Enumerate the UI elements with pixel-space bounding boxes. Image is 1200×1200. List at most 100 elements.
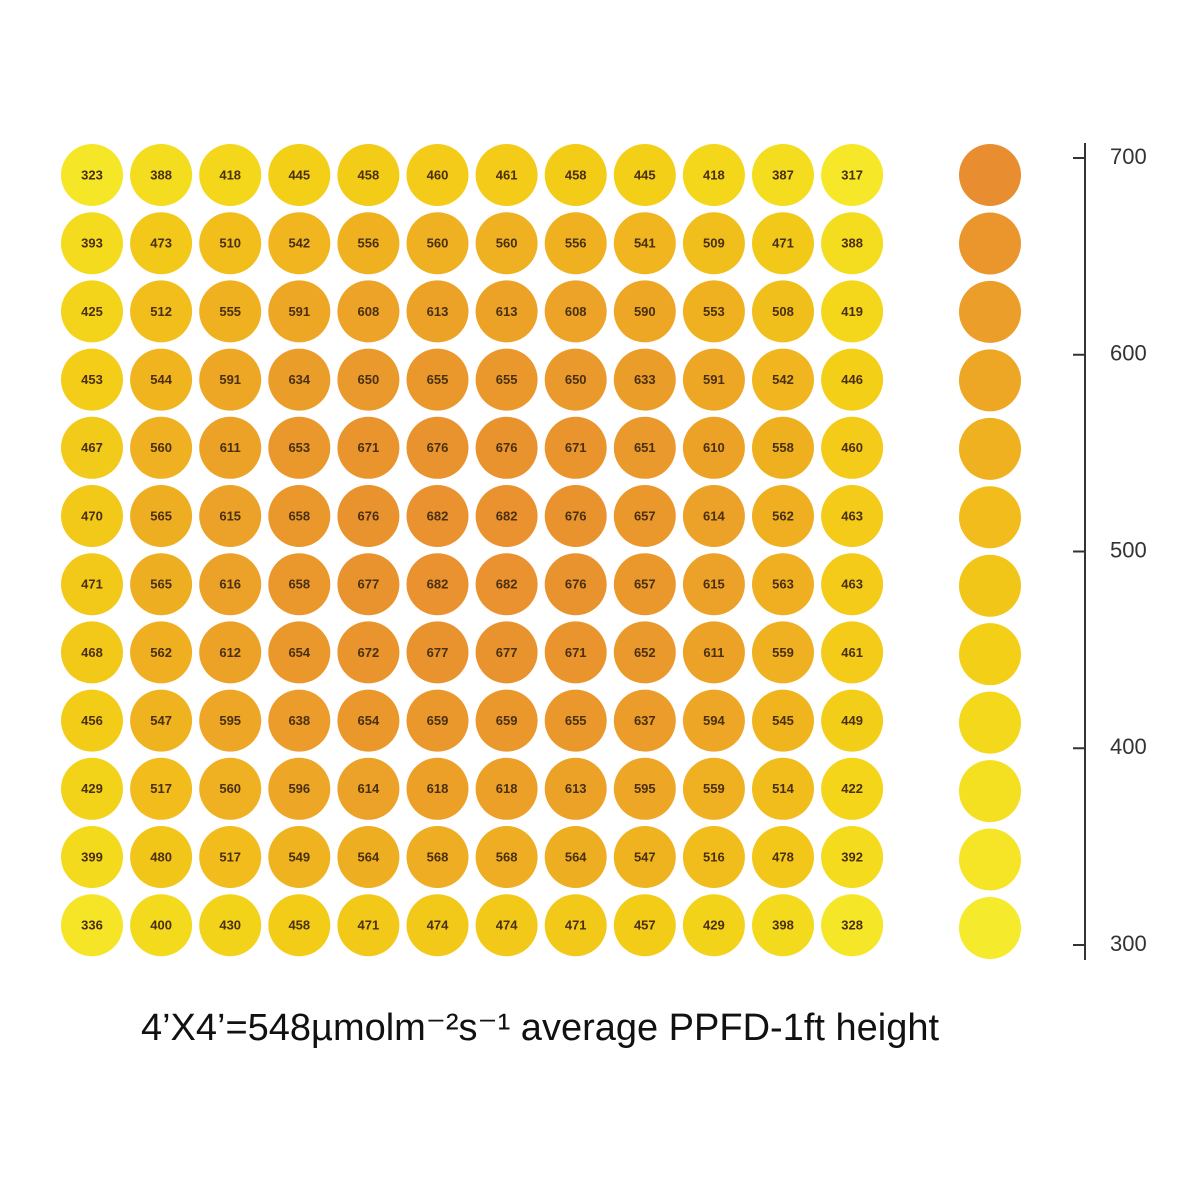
cell-label: 590: [634, 304, 656, 319]
cell-label: 655: [496, 372, 518, 387]
cell: [199, 894, 262, 957]
cell-label: 618: [427, 781, 449, 796]
cell-label: 418: [219, 167, 241, 182]
cell: [752, 689, 814, 752]
cell-label: 563: [772, 577, 794, 592]
legend-swatch: [959, 897, 1021, 959]
cell-label: 610: [703, 440, 725, 455]
cell-label: 659: [496, 713, 518, 728]
cell: [130, 621, 193, 684]
cell-label: 429: [81, 781, 103, 796]
legend-swatch: [959, 486, 1021, 549]
cell: [682, 485, 745, 547]
cell: [268, 553, 331, 616]
cell: [544, 212, 607, 275]
cell: [406, 553, 469, 616]
cell-label: 565: [150, 508, 172, 523]
cell-label: 615: [219, 508, 241, 523]
cell: [544, 348, 607, 411]
cell: [613, 280, 676, 343]
cell-label: 388: [841, 236, 863, 251]
cell: [406, 757, 469, 820]
cell-label: 633: [634, 372, 656, 387]
cell: [821, 212, 884, 275]
cell-label: 445: [288, 167, 310, 182]
cell-label: 474: [427, 918, 449, 933]
cell-label: 677: [427, 645, 449, 660]
cell-label: 458: [358, 167, 380, 182]
cell: [613, 212, 676, 275]
cell-label: 568: [427, 849, 449, 864]
cell-label: 614: [703, 508, 725, 523]
cell: [752, 212, 814, 275]
cell: [337, 689, 400, 752]
cell-label: 399: [81, 849, 103, 864]
cell: [613, 621, 676, 684]
cell-label: 510: [219, 236, 241, 251]
cell-label: 564: [565, 849, 587, 864]
cell-label: 456: [81, 713, 103, 728]
cell-label: 445: [634, 167, 656, 182]
cell: [475, 348, 538, 411]
cell: [199, 621, 262, 684]
cell: [337, 485, 400, 547]
cell: [613, 485, 676, 547]
caption: 4’X4’=548µmolm⁻²s⁻¹ average PPFD-1ft hei…: [141, 1007, 940, 1049]
cell: [821, 553, 884, 616]
cell-label: 463: [841, 508, 863, 523]
cell-label: 336: [81, 918, 103, 933]
cell-label: 474: [496, 918, 518, 933]
cell-label: 637: [634, 713, 656, 728]
legend-swatch: [959, 212, 1021, 275]
cell: [268, 826, 331, 888]
cell-label: 471: [358, 918, 380, 933]
cell-label: 517: [150, 781, 172, 796]
cell: [130, 144, 193, 206]
cell: [199, 757, 262, 820]
cell: [130, 689, 193, 752]
cell: [475, 144, 538, 206]
cell-label: 544: [150, 372, 172, 387]
cell: [613, 348, 676, 411]
cell: [130, 280, 193, 343]
cell-label: 677: [496, 645, 518, 660]
cell-label: 591: [703, 372, 725, 387]
cell: [268, 757, 331, 820]
cell-label: 317: [841, 167, 863, 182]
cell: [406, 280, 469, 343]
cell: [752, 280, 814, 343]
cell: [199, 689, 262, 752]
cell-label: 658: [288, 508, 310, 523]
cell: [61, 826, 123, 888]
cell-label: 400: [150, 918, 172, 933]
cell: [61, 621, 123, 684]
cell: [682, 894, 745, 957]
cell: [61, 280, 123, 343]
cell-label: 650: [565, 372, 587, 387]
cell-label: 638: [288, 713, 310, 728]
cell-label: 458: [288, 918, 310, 933]
cell: [544, 689, 607, 752]
cell: [682, 144, 745, 206]
cell: [61, 212, 123, 275]
cell-label: 542: [772, 372, 794, 387]
cell: [268, 416, 331, 479]
cell-label: 613: [565, 781, 587, 796]
legend-swatch: [959, 623, 1021, 686]
cell: [61, 144, 123, 206]
cell-label: 654: [358, 713, 380, 728]
cell-label: 418: [703, 167, 725, 182]
cell: [475, 689, 538, 752]
legend-tick-label: 500: [1110, 537, 1147, 562]
cell: [544, 621, 607, 684]
cell-label: 655: [427, 372, 449, 387]
cell-label: 657: [634, 577, 656, 592]
cell-label: 471: [565, 918, 587, 933]
cell: [268, 689, 331, 752]
cell: [682, 212, 745, 275]
cell: [821, 621, 884, 684]
legend-swatch: [959, 417, 1021, 480]
cell: [199, 348, 262, 411]
cell: [406, 348, 469, 411]
cell-label: 613: [427, 304, 449, 319]
